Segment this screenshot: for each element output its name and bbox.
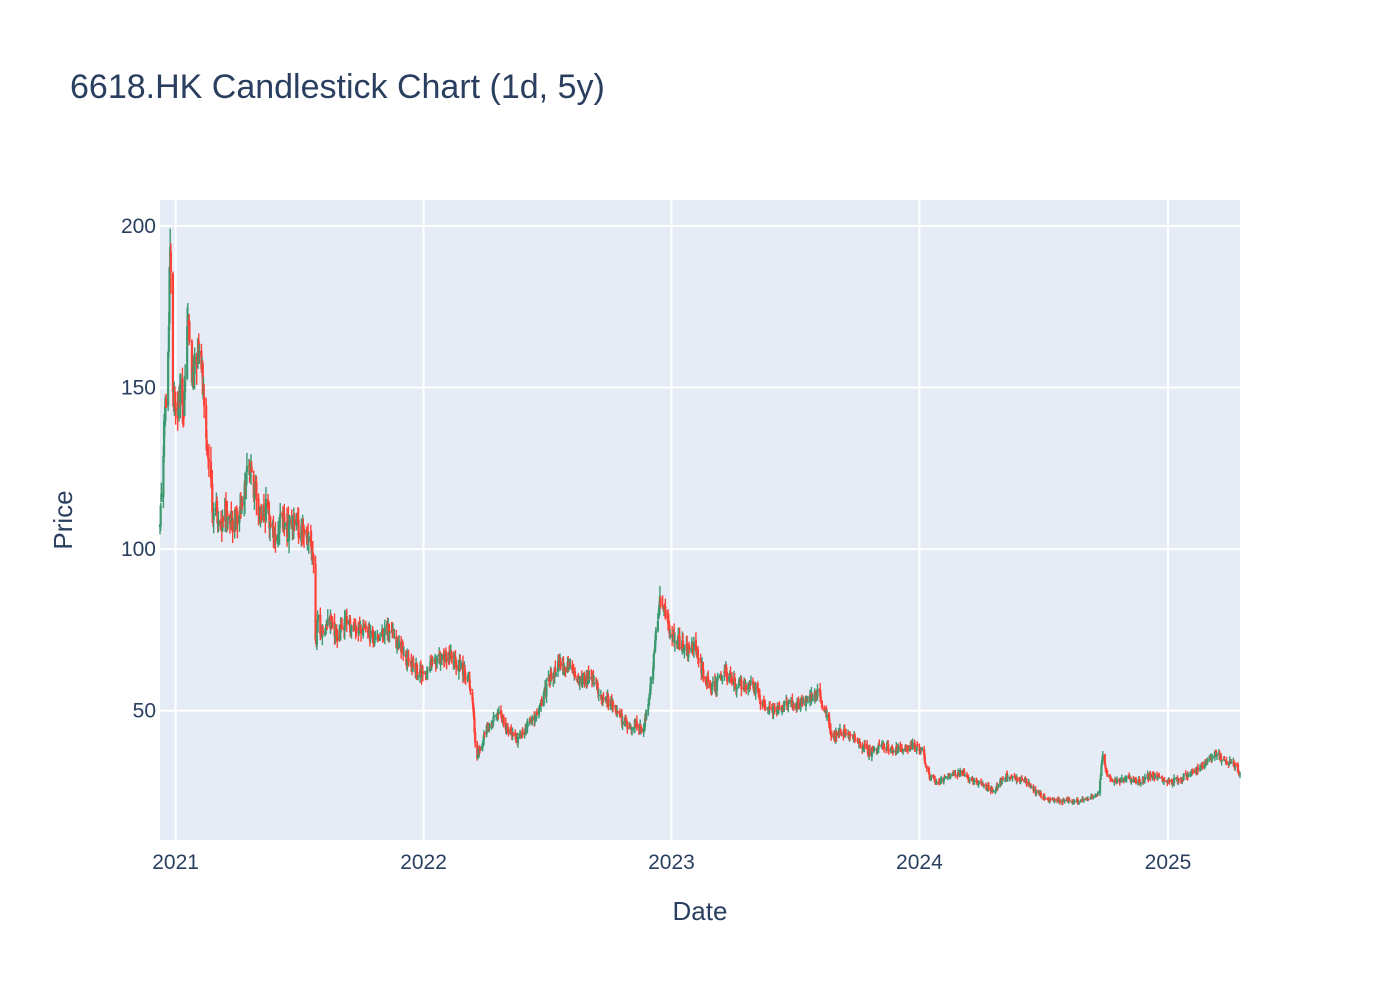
x-tick-label: 2025 (1145, 851, 1192, 874)
y-axis-ticks: 50 100 150 200 (121, 215, 156, 723)
y-tick-label: 50 (133, 700, 156, 723)
candle-increasing (645, 709, 647, 720)
x-tick-label: 2021 (152, 851, 199, 874)
y-tick-label: 150 (121, 376, 156, 399)
x-axis-ticks: 2021 2022 2023 2024 2025 (152, 851, 1191, 874)
x-tick-label: 2022 (400, 851, 447, 874)
x-tick-label: 2023 (648, 851, 695, 874)
candle-increasing (653, 652, 655, 671)
x-axis-title: Date (673, 896, 728, 926)
y-tick-label: 200 (121, 215, 156, 238)
y-axis-title: Price (48, 490, 78, 549)
candle-increasing (1183, 773, 1185, 781)
candle-increasing (167, 351, 169, 411)
y-tick-label: 100 (121, 538, 156, 561)
x-tick-label: 2024 (896, 851, 943, 874)
candle-increasing (783, 700, 785, 712)
candle-increasing (788, 699, 790, 704)
plot-area (160, 200, 1240, 840)
